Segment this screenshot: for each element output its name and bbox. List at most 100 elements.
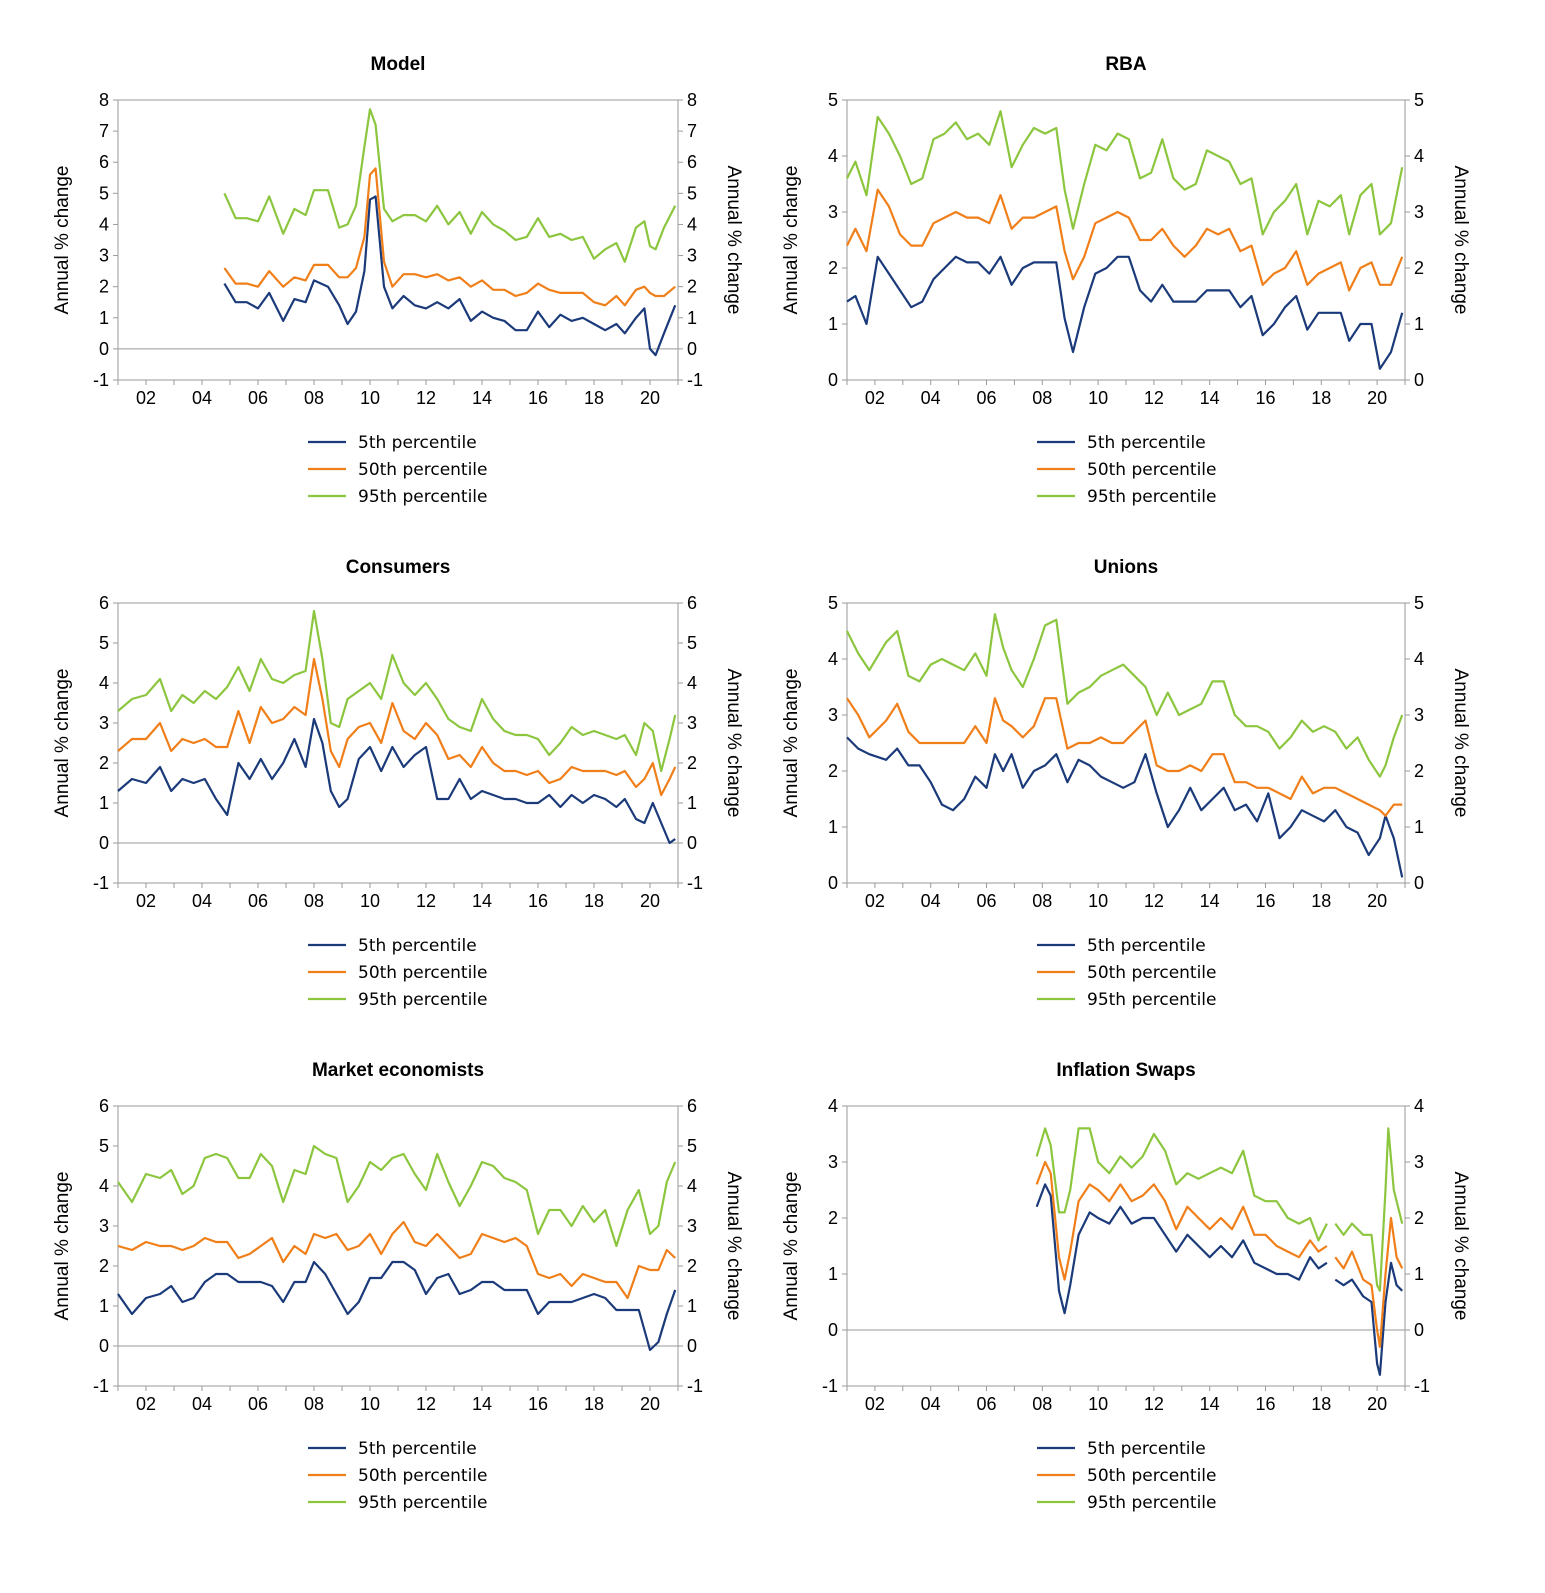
chart-5-x-tick-label: 10 [1088, 1394, 1108, 1414]
chart-5-series-5th-percentile [1035, 1183, 1328, 1315]
chart-2-y-tick-label-right: 6 [687, 593, 697, 613]
chart-0-x-tick-label: 10 [360, 388, 380, 408]
chart-2-x-tick-label: 10 [360, 891, 380, 911]
chart-0-x-tick-label: 20 [640, 388, 660, 408]
chart-5-plot-frame [846, 1105, 1406, 1387]
chart-3-x-tick-label: 08 [1032, 891, 1052, 911]
chart-3-series-5th-percentile [846, 736, 1404, 878]
chart-5-x-tick-label: 18 [1311, 1394, 1331, 1414]
panel-consumers: Consumers-1 -10 01 12 23 34 45 56 602 04 06 08 10 12 1… [52, 557, 744, 1010]
chart-0-y-tick-label: 8 [99, 90, 109, 110]
chart-0-y-axis-title: Annual % change [52, 166, 73, 315]
panel-inflation-swaps: Inflation Swaps-1 -10 01 12 23 34 402 04 06 08 10 1… [781, 1060, 1471, 1513]
chart-3-y-tick-label: 3 [828, 705, 838, 725]
chart-4-x-tick-label: 06 [248, 1394, 268, 1414]
chart-4-y-tick-label-right: 4 [687, 1176, 697, 1196]
chart-3-y-tick-label: 0 [828, 873, 838, 893]
chart-5-y-axis-title: Annual % change [781, 1172, 802, 1321]
chart-2-y-tick-label-right: 1 [687, 793, 697, 813]
chart-3-y-tick-label: 2 [828, 761, 838, 781]
panel-market-economists: Market economists-1 -10 01 12 23 34 45 56 602 04 0… [52, 1060, 744, 1513]
chart-3-title: Unions [1094, 557, 1158, 578]
chart-5-x-tick-label: 08 [1032, 1394, 1052, 1414]
chart-4-y-tick-label: 1 [99, 1296, 109, 1316]
chart-3-y-tick-label: 4 [828, 649, 838, 669]
chart-2-x-tick-label: 14 [472, 891, 492, 911]
chart-3-y-tick-label-right: 5 [1414, 593, 1424, 613]
chart-5-y-tick-label: 2 [828, 1208, 838, 1228]
chart-2-x-tick-label: 12 [416, 891, 436, 911]
chart-5-y-tick-label-right: 4 [1414, 1096, 1424, 1116]
chart-2-y-tick-label: 5 [99, 633, 109, 653]
chart-2-y-tick-label-right: 3 [687, 713, 697, 733]
chart-3-x-tick-label: 20 [1367, 891, 1387, 911]
chart-0-y-tick-label-right: 5 [687, 183, 697, 203]
chart-3-y-axis-title-right: Annual % change [1450, 669, 1471, 818]
chart-1-y-tick-label-right: 4 [1414, 146, 1424, 166]
chart-1-y-tick-label: 3 [828, 202, 838, 222]
chart-3-x-tick-label: 04 [921, 891, 941, 911]
chart-5-title: Inflation Swaps [1056, 1060, 1195, 1081]
chart-5-y-tick-label-right: -1 [1414, 1376, 1430, 1396]
chart-4-x-tick-label: 20 [640, 1394, 660, 1414]
chart-0-y-tick-label-right: 0 [687, 339, 697, 359]
chart-0-y-tick-label: 7 [99, 121, 109, 141]
chart-1-x-tick-label: 04 [921, 388, 941, 408]
chart-0-plot-frame [117, 99, 679, 381]
chart-0-legend-label: 95th percentile [358, 487, 488, 507]
chart-1-x-tick-label: 14 [1200, 388, 1220, 408]
chart-5-y-tick-label-right: 0 [1414, 1320, 1424, 1340]
chart-5-y-tick-label: 0 [828, 1320, 838, 1340]
chart-1-y-tick-label-right: 3 [1414, 202, 1424, 222]
chart-3-x-tick-label: 12 [1144, 891, 1164, 911]
chart-0-y-tick-label: 5 [99, 183, 109, 203]
chart-4-y-tick-label-right: 5 [687, 1136, 697, 1156]
chart-0-y-tick-label: 3 [99, 246, 109, 266]
chart-4-y-tick-label: 5 [99, 1136, 109, 1156]
chart-5-x-tick-label: 14 [1200, 1394, 1220, 1414]
panel-model: Model-1 -10 01 12 23 34 45 56 67 78 802 04 06 08 10 12 1… [52, 54, 744, 507]
chart-3-y-tick-label-right: 1 [1414, 817, 1424, 837]
chart-3-series-95th-percentile [846, 613, 1404, 778]
chart-4-x-tick-label: 04 [192, 1394, 212, 1414]
chart-1-y-tick-label-right: 1 [1414, 314, 1424, 334]
chart-2-y-tick-label: 3 [99, 713, 109, 733]
chart-5-legend-label: 50th percentile [1087, 1466, 1217, 1486]
chart-3-x-tick-label: 02 [865, 891, 885, 911]
chart-3-x-tick-label: 14 [1200, 891, 1220, 911]
chart-1-legend-label: 5th percentile [1087, 433, 1206, 453]
chart-4-y-tick-label: 3 [99, 1216, 109, 1236]
chart-4-legend-label: 5th percentile [358, 1439, 477, 1459]
chart-2-y-axis-title: Annual % change [52, 669, 73, 818]
chart-3-y-tick-label-right: 3 [1414, 705, 1424, 725]
chart-1-plot-frame [846, 99, 1406, 381]
chart-3-y-axis-title: Annual % change [781, 669, 802, 818]
chart-2-series-50th-percentile [117, 657, 677, 797]
chart-2-x-tick-label: 08 [304, 891, 324, 911]
chart-0-y-tick-label-right: 4 [687, 214, 697, 234]
chart-0-y-tick-label-right: 8 [687, 90, 697, 110]
chart-3-x-tick-label: 06 [976, 891, 996, 911]
chart-5-y-axis-title-right: Annual % change [1450, 1172, 1471, 1321]
chart-5-y-tick-label: 4 [828, 1096, 838, 1116]
chart-4-legend-label: 50th percentile [358, 1466, 488, 1486]
chart-0-y-tick-label-right: 1 [687, 308, 697, 328]
chart-0-y-tick-label: 0 [99, 339, 109, 359]
chart-1-y-axis-title-right: Annual % change [1450, 166, 1471, 315]
chart-2-title: Consumers [346, 557, 451, 578]
chart-2-plot-frame [117, 602, 679, 884]
chart-5-y-tick-label: 1 [828, 1264, 838, 1284]
chart-4-x-tick-label: 14 [472, 1394, 492, 1414]
chart-5-x-tick-label: 04 [921, 1394, 941, 1414]
chart-0-x-tick-label: 18 [584, 388, 604, 408]
chart-4-series-5th-percentile [117, 1260, 677, 1352]
chart-3-x-tick-label: 10 [1088, 891, 1108, 911]
chart-4-y-tick-label-right: 2 [687, 1256, 697, 1276]
chart-5-y-tick-label-right: 2 [1414, 1208, 1424, 1228]
chart-4-series-50th-percentile [117, 1220, 676, 1300]
chart-4-y-tick-label-right: 6 [687, 1096, 697, 1116]
chart-5-legend-label: 95th percentile [1087, 1493, 1217, 1513]
chart-1-y-tick-label-right: 0 [1414, 370, 1424, 390]
chart-3-y-tick-label-right: 4 [1414, 649, 1424, 669]
